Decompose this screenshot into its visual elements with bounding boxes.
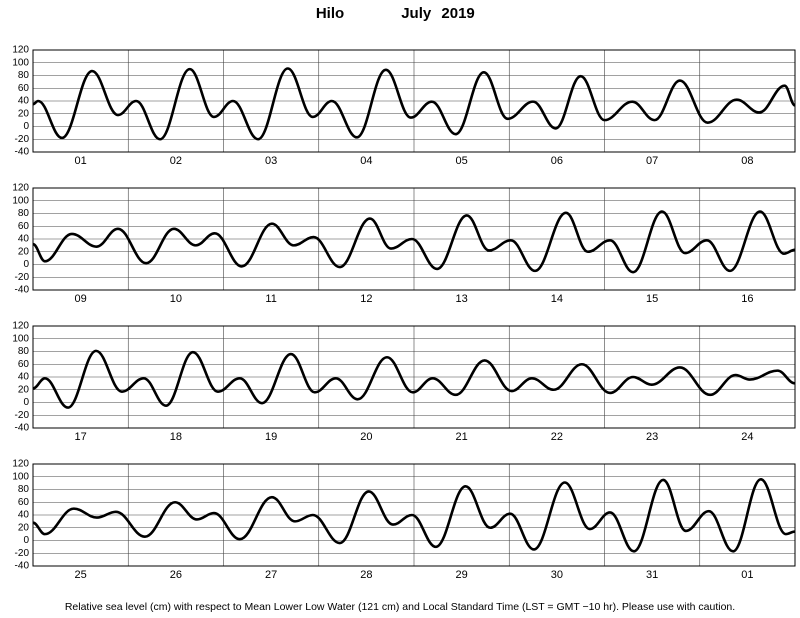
plot-frame	[32, 463, 796, 567]
day-label: 11	[265, 293, 276, 305]
tide-line	[32, 349, 796, 409]
y-tick-label: 0	[23, 535, 29, 546]
day-label: 24	[741, 431, 753, 443]
day-label: 03	[265, 155, 277, 167]
y-tick-label: 80	[18, 484, 30, 495]
day-label: 09	[75, 293, 87, 305]
day-label: 27	[265, 569, 277, 581]
y-tick-label: 20	[18, 246, 30, 257]
y-tick-label: 0	[23, 259, 29, 270]
y-tick-label: 0	[23, 397, 29, 408]
y-tick-label: 80	[18, 70, 30, 81]
station: Hilo	[316, 5, 344, 22]
y-tick-label: -20	[15, 272, 30, 283]
day-label: 16	[741, 293, 753, 305]
day-label: 19	[265, 431, 277, 443]
day-label: 31	[646, 569, 658, 581]
day-label: 17	[75, 431, 87, 443]
y-tick-label: 100	[12, 57, 29, 68]
footnote: Relative sea level (cm) with respect to …	[65, 601, 735, 613]
y-tick-label: 120	[12, 183, 29, 194]
y-tick-label: 100	[12, 195, 29, 206]
day-label: 01	[741, 569, 753, 581]
y-tick-label: 20	[18, 108, 30, 119]
day-label: 18	[170, 431, 182, 443]
tide-line	[32, 67, 796, 141]
day-label: 06	[551, 155, 563, 167]
y-tick-label: 40	[18, 372, 30, 383]
y-tick-label: 120	[12, 45, 29, 56]
day-label: 04	[360, 155, 372, 167]
y-tick-label: 80	[18, 208, 30, 219]
y-tick-label: -40	[15, 561, 30, 572]
y-tick-label: -40	[15, 285, 30, 296]
y-tick-label: 120	[12, 321, 29, 332]
y-tick-label: 40	[18, 510, 30, 521]
day-label: 23	[646, 431, 658, 443]
day-label: 28	[360, 569, 372, 581]
y-tick-label: 60	[18, 83, 30, 94]
day-label: 10	[170, 293, 182, 305]
day-label: 29	[456, 569, 468, 581]
y-tick-label: 20	[18, 384, 30, 395]
y-tick-label: 80	[18, 346, 30, 357]
day-label: 13	[456, 293, 468, 305]
day-label: 02	[170, 155, 182, 167]
day-label: 07	[646, 155, 658, 167]
plot-frame	[32, 325, 796, 429]
y-tick-label: 120	[12, 459, 29, 470]
y-tick-label: 40	[18, 96, 30, 107]
y-tick-label: 20	[18, 522, 30, 533]
day-label: 15	[646, 293, 658, 305]
day-label: 22	[551, 431, 563, 443]
y-tick-label: 40	[18, 234, 30, 245]
y-tick-label: 100	[12, 333, 29, 344]
y-tick-label: -20	[15, 410, 30, 421]
day-label: 20	[360, 431, 372, 443]
period: July 2019	[401, 5, 475, 22]
y-tick-label: 60	[18, 221, 30, 232]
day-label: 14	[551, 293, 563, 305]
tide-line	[32, 477, 796, 553]
day-label: 05	[456, 155, 468, 167]
day-label: 01	[75, 155, 87, 167]
plot-frame	[32, 187, 796, 291]
y-tick-label: -20	[15, 548, 30, 559]
tide-line	[32, 210, 796, 274]
y-tick-label: -40	[15, 147, 30, 158]
day-label: 08	[741, 155, 753, 167]
y-tick-label: 60	[18, 497, 30, 508]
y-tick-label: -20	[15, 134, 30, 145]
plot-frame	[32, 49, 796, 153]
day-label: 30	[551, 569, 563, 581]
day-label: 12	[360, 293, 372, 305]
y-tick-label: 100	[12, 471, 29, 482]
y-tick-label: 0	[23, 121, 29, 132]
y-tick-label: -40	[15, 423, 30, 434]
day-label: 26	[170, 569, 182, 581]
y-tick-label: 60	[18, 359, 30, 370]
day-label: 25	[75, 569, 87, 581]
day-label: 21	[456, 431, 468, 443]
